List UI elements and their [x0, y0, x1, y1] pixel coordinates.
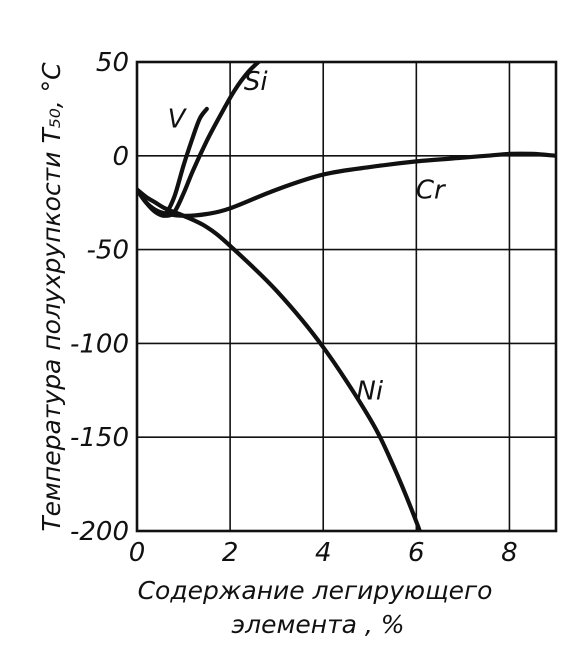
- series-label-si: Si: [244, 67, 269, 97]
- y-tick-label: 0: [112, 142, 129, 172]
- series-line-ni: [137, 187, 422, 531]
- series-label-cr: Cr: [416, 176, 447, 206]
- grid: [137, 62, 556, 531]
- x-axis-label-line1: Содержание легирующего: [138, 576, 493, 605]
- y-tick-label: -50: [87, 236, 129, 266]
- y-tick-label: 50: [96, 48, 129, 78]
- x-tick-label: 8: [501, 538, 518, 568]
- y-tick-label: -150: [70, 423, 129, 453]
- plot-frame: [135, 60, 558, 533]
- x-tick-label: 2: [222, 538, 239, 568]
- series-label-v: V: [168, 104, 188, 134]
- x-tick-label: 0: [129, 538, 146, 568]
- y-axis-label: Температура полухрупкости T₅₀, °C: [37, 62, 66, 532]
- y-tick-label: -200: [70, 517, 129, 547]
- curves: [137, 62, 556, 531]
- series-label-ni: Ni: [356, 376, 383, 406]
- x-tick-label: 6: [408, 538, 425, 568]
- tick-labels: 0 2 4 6 8 50 0 -50 -100 -150 -200: [70, 48, 518, 568]
- series-labels: V Si Cr Ni: [168, 67, 447, 407]
- x-tick-label: 4: [315, 538, 332, 568]
- x-axis-label-line2: элемента , %: [231, 610, 404, 639]
- y-tick-label: -100: [70, 329, 129, 359]
- series-line-cr: [137, 151, 556, 218]
